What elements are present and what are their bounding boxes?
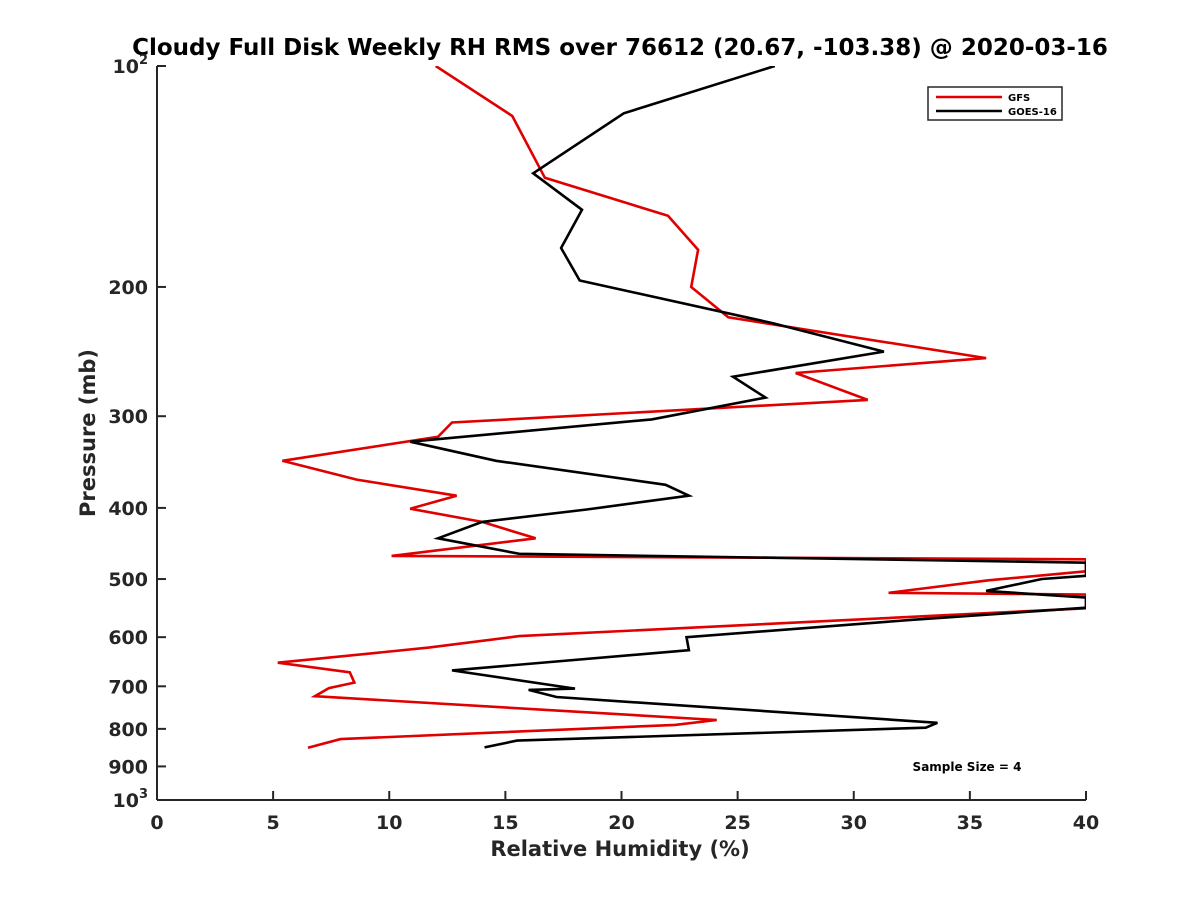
x-tick-label: 10: [376, 812, 402, 834]
legend-box: [927, 86, 1063, 121]
y-tick-label: 300: [108, 406, 148, 428]
y-tick-label: 700: [108, 676, 148, 698]
y-tick-label: 400: [108, 498, 148, 520]
y-tick-label: 500: [108, 569, 148, 591]
legend: GFS GOES-16: [927, 86, 1063, 121]
x-tick-label: 20: [608, 812, 634, 834]
legend-label: GFS: [1008, 93, 1030, 104]
y-tick-label: 200: [108, 277, 148, 299]
x-tick-label: 25: [724, 812, 750, 834]
plot-area: 0 5 10 15 20 25 30 35 40 102 200 300 400 500 600 700 800…: [108, 53, 1099, 834]
x-tick-label: 40: [1073, 812, 1099, 834]
series-line-goes-16: [409, 66, 1086, 749]
sample-size-note: Sample Size = 4: [913, 760, 1022, 774]
x-axis-label: Relative Humidity (%): [490, 837, 749, 861]
x-tick-label: 5: [267, 812, 280, 834]
x-tick-label: 0: [150, 812, 163, 834]
y-axis-label: Pressure (mb): [76, 349, 100, 517]
y-tick-label: 600: [108, 627, 148, 649]
y-tick-label: 900: [108, 756, 148, 778]
x-tick-label: 15: [492, 812, 518, 834]
y-tick-label: 103: [113, 787, 149, 812]
y-tick-label: 800: [108, 719, 148, 741]
x-tick-label: 30: [841, 812, 867, 834]
y-tick-label: 102: [113, 53, 149, 78]
x-tick-label: 35: [957, 812, 983, 834]
legend-label: GOES-16: [1008, 107, 1057, 118]
chart-title: Cloudy Full Disk Weekly RH RMS over 7661…: [132, 35, 1108, 61]
series-lines: [277, 66, 1086, 750]
